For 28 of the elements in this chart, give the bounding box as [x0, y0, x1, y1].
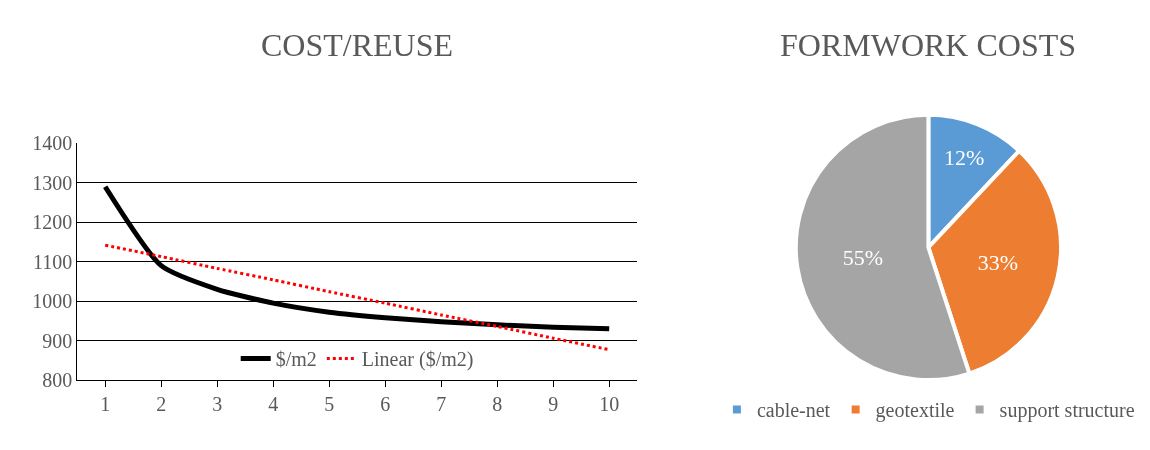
legend-label: Linear ($/m2): [361, 348, 474, 372]
chart-title: FORMWORK COSTS: [780, 27, 1077, 63]
x-tick-label: 1: [100, 393, 111, 416]
x-tick-label: 6: [380, 393, 391, 416]
line-series: [103, 243, 611, 352]
y-tick-label: 1200: [32, 211, 73, 234]
x-tick-label: 10: [599, 393, 620, 416]
data-label: 33%: [977, 250, 1019, 276]
legend-label: $/m2: [275, 348, 317, 371]
y-tick-label: 800: [42, 369, 73, 392]
x-tick-label: 9: [548, 393, 559, 416]
legend-label: support structure: [999, 399, 1135, 423]
legend-label: cable-net: [756, 399, 831, 422]
x-tick-label: 3: [212, 393, 223, 416]
y-tick-label: 1000: [32, 290, 73, 313]
x-tick-label: 2: [156, 393, 167, 416]
data-label: 12%: [943, 144, 985, 170]
y-tick-label: 1300: [32, 171, 73, 194]
legend-label: geotextile: [875, 399, 955, 423]
y-tick-label: 1100: [32, 250, 73, 273]
y-tick-label: 1400: [32, 132, 73, 155]
y-tick-label: 900: [42, 329, 73, 352]
x-tick-label: 7: [436, 393, 447, 416]
x-tick-label: 5: [324, 393, 335, 416]
x-tick-label: 8: [492, 393, 503, 416]
x-tick-label: 4: [268, 393, 279, 416]
chart-title: COST/REUSE: [261, 27, 454, 63]
data-label: 55%: [842, 245, 884, 271]
